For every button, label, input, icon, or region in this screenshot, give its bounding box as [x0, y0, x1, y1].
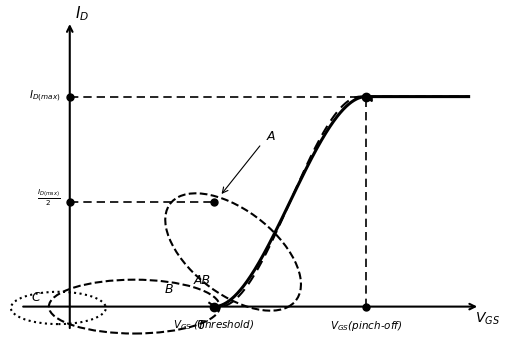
Text: $V_{GS}$ (Threshold): $V_{GS}$ (Threshold) [173, 319, 255, 332]
Text: $V_{GS}$(pinch-off): $V_{GS}$(pinch-off) [330, 319, 402, 333]
Text: $I_{D(max)}$: $I_{D(max)}$ [29, 89, 60, 104]
Text: 0: 0 [197, 319, 205, 332]
Text: $V_{GS}$: $V_{GS}$ [475, 311, 500, 327]
Text: $\frac{I_{D(max)}}{2}$: $\frac{I_{D(max)}}{2}$ [37, 187, 60, 208]
Text: $I_D$: $I_D$ [76, 4, 89, 23]
Text: C: C [31, 291, 40, 304]
Text: AB: AB [194, 274, 211, 287]
Text: A: A [267, 130, 275, 143]
Text: ...: ... [45, 299, 56, 309]
Text: B: B [164, 283, 173, 296]
